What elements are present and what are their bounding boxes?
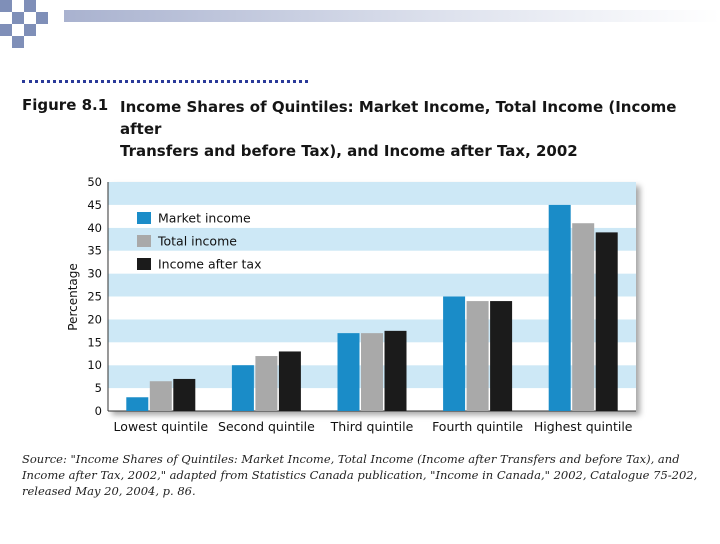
- bar: [231, 365, 254, 411]
- bar: [173, 378, 196, 411]
- dotted-divider: [22, 80, 308, 83]
- y-tick-label: 35: [87, 244, 102, 258]
- legend-label: Market income: [158, 211, 251, 226]
- y-tick-label: 50: [87, 175, 102, 189]
- grid-band: [108, 273, 636, 297]
- decorative-top-bar: [64, 10, 720, 22]
- bar: [595, 232, 618, 411]
- bar: [149, 381, 172, 411]
- x-tick-label: Fourth quintile: [432, 419, 523, 434]
- y-tick-label: 15: [87, 335, 102, 349]
- y-tick-label: 0: [95, 404, 102, 418]
- grid-band: [108, 227, 636, 251]
- bar: [126, 397, 149, 411]
- bar: [490, 301, 513, 411]
- y-tick-label: 25: [87, 290, 102, 304]
- y-tick-label: 5: [95, 381, 102, 395]
- bar: [572, 223, 595, 411]
- grid-band: [108, 182, 636, 205]
- y-axis-label: Percentage: [66, 263, 80, 331]
- figure-label: Figure 8.1: [22, 96, 109, 114]
- figure-title-line-2: Transfers and before Tax), and Income af…: [120, 142, 578, 160]
- legend-label: Total income: [157, 234, 237, 249]
- x-tick-label: Highest quintile: [534, 419, 633, 434]
- bar: [384, 330, 407, 411]
- y-tick-label: 30: [87, 267, 102, 281]
- grid-band: [108, 204, 636, 228]
- y-tick-label: 40: [87, 221, 102, 235]
- bar: [466, 301, 489, 411]
- y-tick-label: 45: [87, 198, 102, 212]
- bar: [337, 333, 360, 411]
- bar: [361, 333, 383, 411]
- bar: [548, 204, 571, 411]
- legend-swatch: [137, 235, 151, 247]
- figure-title-line-1: Income Shares of Quintiles: Market Incom…: [120, 98, 677, 138]
- legend-swatch: [137, 258, 151, 270]
- legend-swatch: [137, 212, 151, 224]
- bar: [443, 296, 466, 411]
- bar: [278, 351, 301, 411]
- bar: [255, 356, 278, 411]
- source-citation: Source: "Income Shares of Quintiles: Mar…: [22, 452, 698, 498]
- grid-band: [108, 250, 636, 274]
- figure-title: Income Shares of Quintiles: Market Incom…: [120, 96, 710, 162]
- legend-label: Income after tax: [158, 257, 261, 272]
- x-tick-label: Lowest quintile: [114, 419, 209, 434]
- y-tick-label: 20: [87, 312, 102, 326]
- x-tick-label: Third quintile: [330, 419, 414, 434]
- x-tick-label: Second quintile: [218, 419, 315, 434]
- y-tick-label: 10: [87, 358, 102, 372]
- decorative-checker-pattern: [0, 0, 64, 48]
